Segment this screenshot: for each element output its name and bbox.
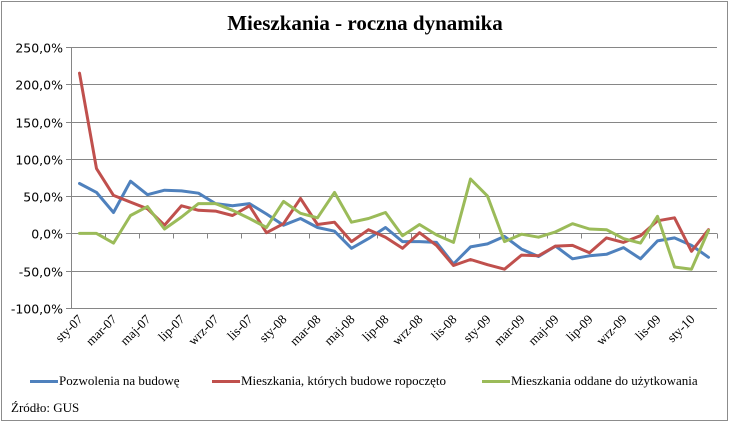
x-tick-label: lis-09 xyxy=(632,312,664,344)
y-tick-label: -50,0% xyxy=(19,265,63,280)
legend-label: Pozwolenia na budowę xyxy=(59,373,180,388)
y-tick-label: 0,0% xyxy=(31,227,63,242)
legend-label: Mieszkania oddane do użytkowania xyxy=(511,373,698,388)
x-tick-label: mar-09 xyxy=(491,312,528,349)
legend-swatch-red-line-icon xyxy=(212,379,240,383)
x-tick-label: maj-08 xyxy=(321,312,358,349)
series-line-completed xyxy=(78,177,710,271)
x-tick-label: lip-08 xyxy=(359,312,392,345)
y-tick-label: 150,0% xyxy=(15,116,63,131)
x-tick-label: wrz-07 xyxy=(185,311,222,348)
x-tick-label: maj-09 xyxy=(525,312,562,349)
y-tick-label: -100,0% xyxy=(11,302,63,317)
series-line-permits xyxy=(78,179,710,266)
y-tick-label: 100,0% xyxy=(15,153,63,168)
x-tick-label: mar-07 xyxy=(83,311,120,348)
x-tick-label: lip-09 xyxy=(563,312,596,345)
y-tick-label: 50,0% xyxy=(23,190,63,205)
legend-swatch-blue-line-icon xyxy=(30,379,58,383)
source-note: Źródło: GUS xyxy=(11,400,80,415)
legend-label: Mieszkania, których budowe ropoczęto xyxy=(241,373,447,388)
x-tick-label: maj-07 xyxy=(117,311,154,348)
legend-item-completed: Mieszkania oddane do użytkowania xyxy=(482,373,698,389)
x-tick-label: sty-08 xyxy=(256,312,290,346)
x-tick-label: wrz-08 xyxy=(389,312,426,349)
x-tick-label: wrz-09 xyxy=(593,312,630,349)
series-line-started xyxy=(78,71,710,271)
legend-item-permits: Pozwolenia na budowę xyxy=(30,373,180,389)
legend-item-started: Mieszkania, których budowe ropoczęto xyxy=(212,373,446,389)
x-tick-label: lis-07 xyxy=(224,311,256,343)
x-tick-label: sty-10 xyxy=(664,312,698,346)
legend-swatch-green-line-icon xyxy=(482,379,510,383)
x-tick-label: lis-08 xyxy=(428,312,460,344)
chart-title: Mieszkania - roczna dynamika xyxy=(227,11,503,35)
x-tick-label: lip-07 xyxy=(155,311,188,344)
y-tick-label: 200,0% xyxy=(15,78,63,93)
x-tick-label: sty-09 xyxy=(460,312,494,346)
x-tick-label: mar-08 xyxy=(287,312,324,349)
chart-legend: Pozwolenia na budowę Mieszkania, których… xyxy=(0,373,730,393)
y-tick-label: 250,0% xyxy=(15,41,63,56)
